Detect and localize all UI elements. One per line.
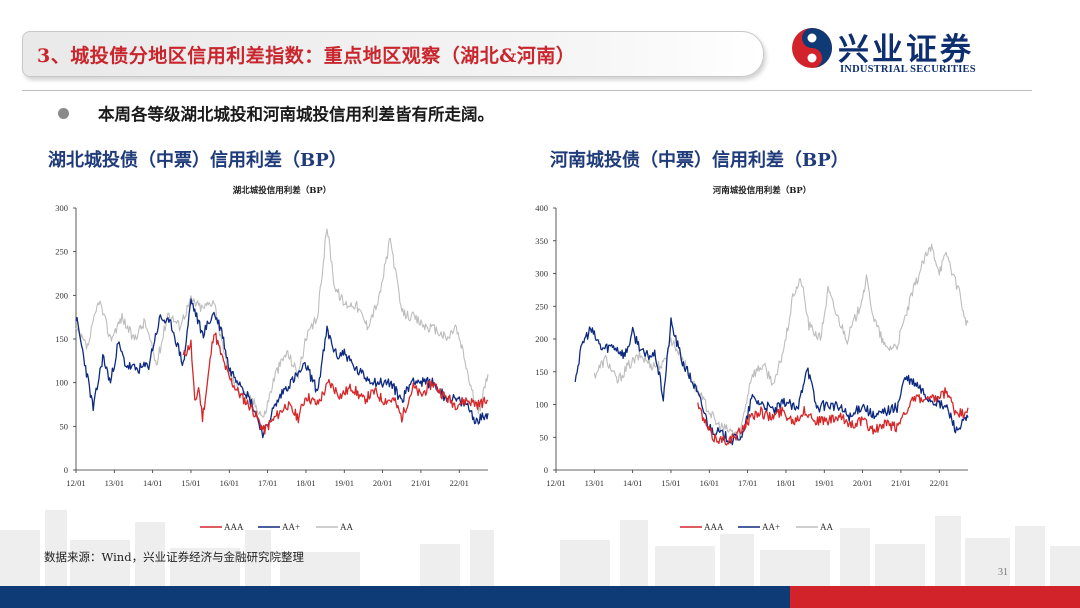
y-tick-label: 300: [535, 269, 548, 279]
series-line-aa: [75, 228, 489, 418]
legend-label: AA: [820, 522, 833, 532]
legend-label: AA: [340, 522, 353, 532]
company-logo: 兴业证券 INDUSTRIAL SECURITIES: [790, 24, 1020, 80]
city-skyline-decoration: [0, 510, 1080, 586]
legend-label: AAA: [224, 522, 244, 532]
logo-chinese: 兴业证券: [838, 32, 974, 68]
page-title: 3、城投债分地区信用利差指数：重点地区观察（湖北&河南）: [37, 45, 576, 67]
y-tick-label: 350: [535, 236, 548, 246]
y-tick-label: 100: [55, 378, 68, 388]
y-tick-label: 200: [55, 290, 68, 300]
legend-label: AA+: [282, 522, 300, 532]
data-source-note: 数据来源：Wind，兴业证券经济与金融研究院整理: [44, 550, 305, 564]
footer-bar-red: [790, 586, 1080, 608]
y-tick-label: 100: [535, 400, 548, 410]
x-tick-label: 14/01: [143, 478, 162, 488]
x-tick-label: 21/01: [891, 478, 910, 488]
logo-english: INDUSTRIAL SECURITIES: [840, 64, 976, 75]
x-tick-label: 12/01: [66, 478, 85, 488]
y-tick-label: 150: [535, 367, 548, 377]
chart-title: 河南城投信用利差（BP）: [713, 185, 812, 196]
x-tick-label: 17/01: [258, 478, 277, 488]
hubei-spread-chart: 湖北城投信用利差（BP） 0 50 100 150 200 250 300 12/01 13/01…: [55, 185, 489, 532]
series-line-aa: [593, 243, 969, 440]
x-tick-label: 20/01: [373, 478, 392, 488]
x-tick-label: 22/01: [930, 478, 949, 488]
x-tick-label: 12/01: [546, 478, 565, 488]
y-tick-label: 400: [535, 203, 548, 213]
y-tick-label: 50: [60, 421, 69, 431]
y-tick-label: 300: [55, 203, 68, 213]
x-tick-label: 18/01: [776, 478, 795, 488]
series-line-aaplus: [75, 298, 489, 439]
x-tick-label: 19/01: [335, 478, 354, 488]
legend-label: AAA: [704, 522, 724, 532]
x-tick-label: 18/01: [296, 478, 315, 488]
footer-bar-blue: [0, 586, 790, 608]
x-tick-label: 15/01: [661, 478, 680, 488]
x-tick-label: 21/01: [411, 478, 430, 488]
x-tick-label: 16/01: [700, 478, 719, 488]
series-line-aaa: [182, 332, 489, 435]
bullet-icon: [58, 108, 69, 119]
page-number: 31: [998, 567, 1008, 578]
y-tick-label: 0: [64, 465, 68, 475]
summary-bullet: 本周各等级湖北城投和河南城投信用利差皆有所走阔。: [98, 105, 494, 124]
y-tick-label: 200: [535, 334, 548, 344]
x-tick-label: 16/01: [220, 478, 239, 488]
chart-title: 湖北城投信用利差（BP）: [233, 185, 332, 196]
x-tick-label: 20/01: [853, 478, 872, 488]
x-tick-label: 17/01: [738, 478, 757, 488]
y-tick-label: 50: [540, 432, 549, 442]
y-tick-label: 250: [55, 247, 68, 257]
x-tick-label: 13/01: [105, 478, 124, 488]
title-bar: 3、城投债分地区信用利差指数：重点地区观察（湖北&河南）: [22, 31, 764, 77]
x-tick-label: 13/01: [585, 478, 604, 488]
legend-label: AA+: [762, 522, 780, 532]
series-line-aaplus: [574, 317, 969, 446]
henan-spread-chart: 河南城投信用利差（BP） 0 50 100 150 200 250 300 350 400 12/0…: [535, 185, 969, 532]
y-tick-label: 250: [535, 301, 548, 311]
right-panel-title: 河南城投债（中票）信用利差（BP）: [550, 150, 849, 171]
series-line-aaa: [697, 387, 969, 446]
header-divider: [22, 90, 1032, 91]
x-tick-label: 15/01: [181, 478, 200, 488]
y-tick-label: 150: [55, 334, 68, 344]
left-panel-title: 湖北城投债（中票）信用利差（BP）: [48, 150, 347, 171]
x-tick-label: 14/01: [623, 478, 642, 488]
y-tick-label: 0: [544, 465, 548, 475]
logo-mark-icon: [792, 28, 832, 68]
x-tick-label: 22/01: [450, 478, 469, 488]
x-tick-label: 19/01: [815, 478, 834, 488]
